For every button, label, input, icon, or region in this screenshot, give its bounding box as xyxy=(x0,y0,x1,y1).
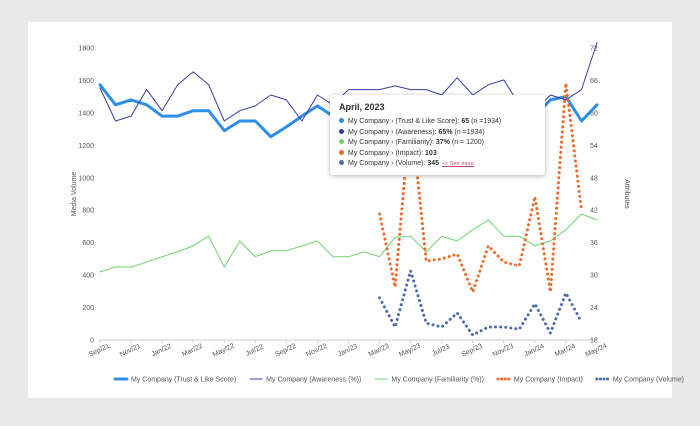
x-tick-label: Jul/22 xyxy=(245,343,265,357)
y-tick-label: 1200 xyxy=(78,143,94,150)
y2-tick-label: 24 xyxy=(590,305,598,312)
x-tick-label: Mar/22 xyxy=(181,343,204,359)
legend-label: My Company (Trust & Like Score) xyxy=(131,377,236,384)
y-tick-label: 1800 xyxy=(78,46,94,53)
y2-tick-label: 48 xyxy=(590,175,598,182)
x-tick-label: Sep/21 xyxy=(88,343,111,359)
tooltip-label: My Company › (Volume): xyxy=(348,160,426,167)
x-tick-label: Nov/23 xyxy=(492,343,515,359)
x-tick-label: May/24 xyxy=(584,343,608,359)
x-tick-label: Sep/23 xyxy=(461,343,484,359)
y2-tick-label: 60 xyxy=(590,110,598,117)
tooltip: April, 2023 My Company › (Trust & Like Sc… xyxy=(330,95,545,175)
tooltip-dot xyxy=(339,128,344,134)
x-tick-label: Mar/23 xyxy=(368,343,391,359)
tooltip-row: My Company › (Familiarity): 37% (n = 120… xyxy=(339,138,536,149)
y-tick-label: 400 xyxy=(82,273,94,280)
tooltip-value: 65 xyxy=(461,118,470,125)
tooltip-row: My Company › (Volume): 345 << See more xyxy=(339,159,536,170)
tooltip-dot xyxy=(339,160,344,165)
tooltip-extra: (n =1934) xyxy=(454,128,485,136)
x-tick-label: Jul/23 xyxy=(431,343,451,357)
tooltip-title: April, 2023 xyxy=(339,102,385,112)
legend-label: My Company (Awareness (%)) xyxy=(266,377,361,384)
tooltip-label: My Company › (Familiarity): xyxy=(348,139,434,146)
y-tick-label: 1600 xyxy=(78,78,94,85)
y-tick-label: 1000 xyxy=(78,175,94,182)
tooltip-row: My Company › (Awareness): 65% (n =1934) xyxy=(339,128,536,139)
tooltip-extra: (n = 1200) xyxy=(451,139,484,146)
x-tick-label: Jan/24 xyxy=(523,343,545,358)
tooltip-dot xyxy=(339,139,344,144)
x-tick-label: Mar/24 xyxy=(554,343,577,359)
tooltip-row: My Company › (Impact): 103 xyxy=(339,149,536,160)
tooltip-label: My Company › (Awareness): xyxy=(348,128,437,136)
series-line xyxy=(99,213,598,273)
y-axis-label: Media Volume xyxy=(71,172,78,216)
y2-tick-label: 72 xyxy=(590,46,598,53)
y2-tick-label: 54 xyxy=(590,143,598,150)
tooltip-dot xyxy=(339,118,344,123)
tooltip-row: My Company › (Trust & Like Score): 65 (n… xyxy=(339,117,536,128)
y-tick-label: 200 xyxy=(82,305,94,312)
tooltip-value: 103 xyxy=(425,149,437,157)
legend-label: My Company (Volume) xyxy=(613,377,684,384)
y2-tick-label: 30 xyxy=(590,273,598,280)
y-tick-label: 800 xyxy=(82,208,94,215)
y2-tick-label: 18 xyxy=(590,338,598,345)
card xyxy=(28,22,672,398)
see-more-link[interactable]: << See more xyxy=(442,161,474,167)
x-tick-label: Jan/23 xyxy=(337,343,359,358)
y-tick-label: 0 xyxy=(90,338,94,345)
tooltip-dot xyxy=(339,149,344,155)
y-tick-label: 600 xyxy=(82,240,94,247)
tooltip-value: 345 xyxy=(427,160,440,167)
x-tick-label: Sep/22 xyxy=(274,343,297,359)
series-line xyxy=(378,269,583,337)
y2-axis-label: Attributes xyxy=(623,179,630,209)
x-tick-label: May/23 xyxy=(398,343,422,359)
x-tick-label: Nov/21 xyxy=(119,343,142,359)
tooltip-extra: (n =1934) xyxy=(471,118,502,125)
tooltip-value: 37% xyxy=(435,139,450,146)
legend-label: My Company (Impact) xyxy=(514,377,583,384)
y2-tick-label: 66 xyxy=(590,78,598,85)
legend-label: My Company (Familiarity (%)) xyxy=(391,377,484,384)
y-tick-label: 1400 xyxy=(78,110,94,117)
y2-tick-label: 42 xyxy=(590,208,598,215)
y2-tick-label: 36 xyxy=(590,240,598,247)
x-tick-label: Nov/22 xyxy=(305,343,328,359)
x-tick-label: Jan/22 xyxy=(150,343,172,358)
tooltip-label: My Company › (Impact): xyxy=(348,149,424,157)
x-tick-label: May/22 xyxy=(212,343,236,359)
tooltip-label: My Company › (Trust & Like Score): xyxy=(348,118,460,125)
tooltip-value: 65% xyxy=(438,128,453,136)
